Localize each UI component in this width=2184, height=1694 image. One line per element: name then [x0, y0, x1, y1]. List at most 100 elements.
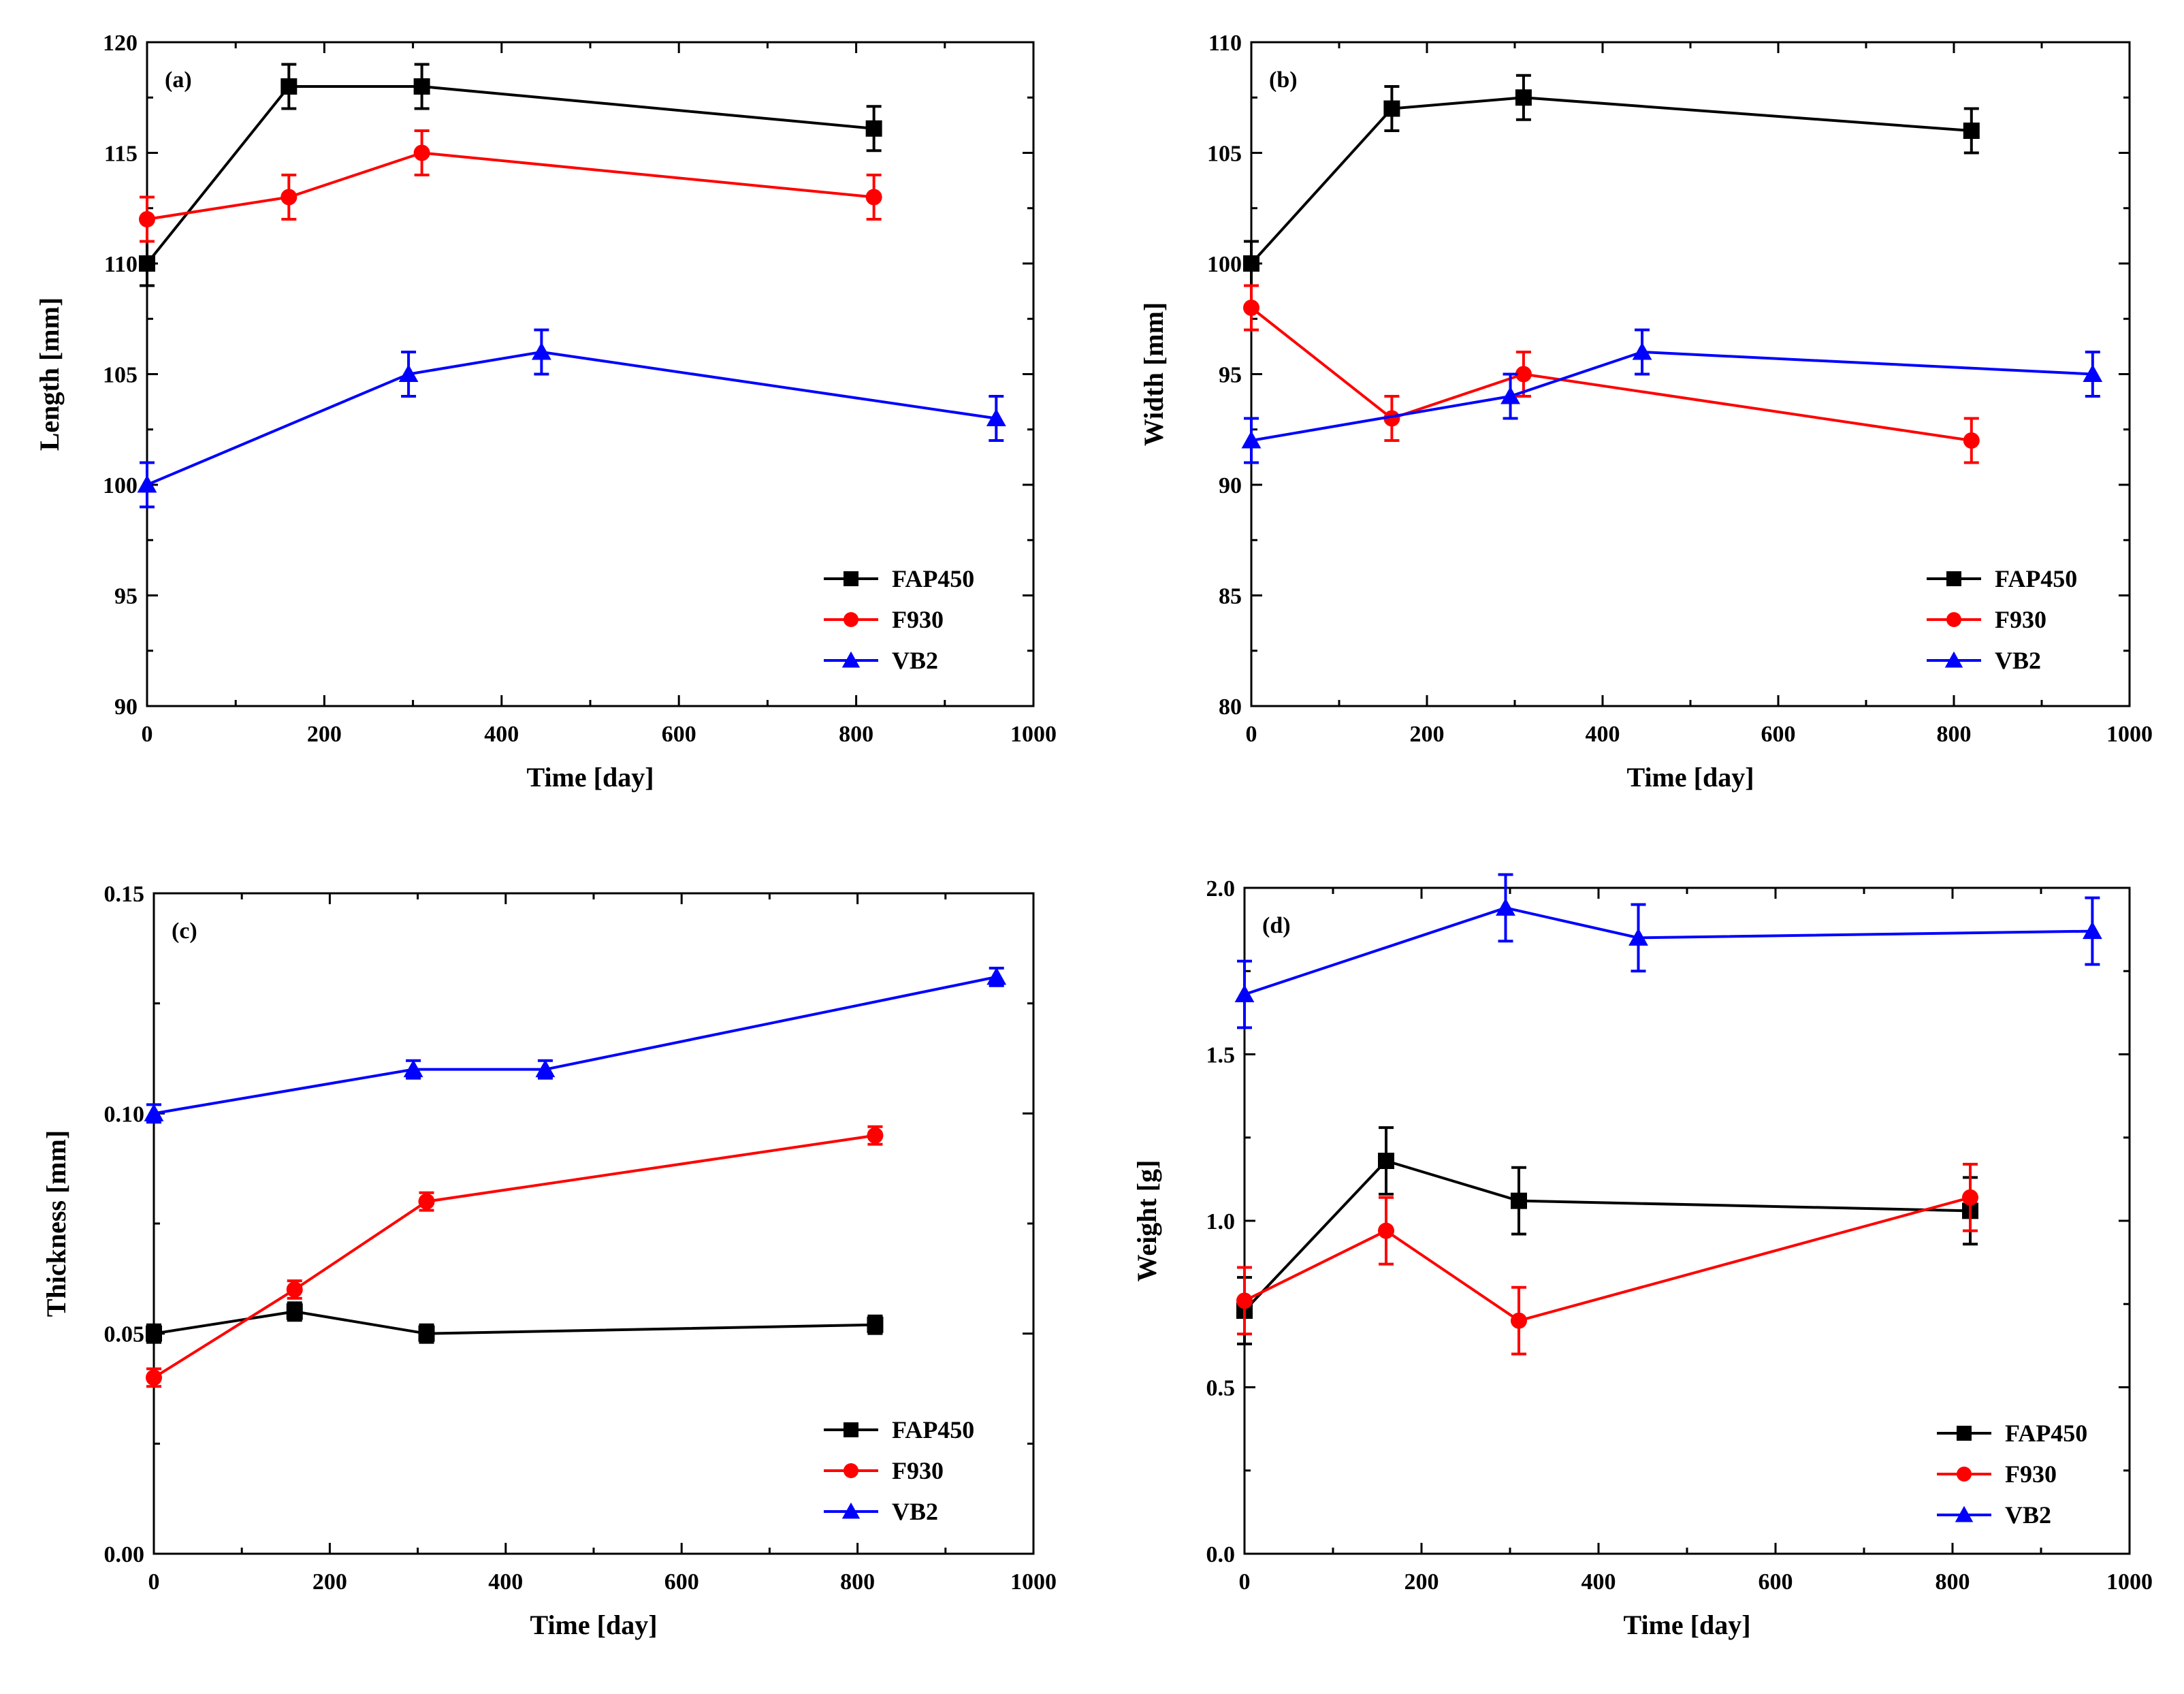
data-point	[398, 364, 419, 383]
data-point	[535, 1059, 556, 1078]
x-tick-label: 0	[1239, 1569, 1251, 1595]
y-tick-label: 0.10	[104, 1102, 145, 1127]
x-tick-label: 0	[1246, 722, 1257, 747]
panel-c: 0 200 400 600 800 1000 0.00 0.05 0.10 0.15 Time [d…	[41, 882, 1057, 1640]
x-tick-label: 1000	[2106, 722, 2153, 747]
data-point	[139, 255, 155, 272]
series-F930	[1243, 284, 1980, 464]
data-point	[1511, 1312, 1527, 1329]
plot-frame	[1243, 886, 2131, 1555]
y-tick-label: 0.15	[104, 882, 145, 907]
data-point	[1500, 386, 1520, 404]
data-point	[1511, 1192, 1527, 1209]
panel-b: 0 200 400 600 800 1000 80 85 90 95 100 105 110 Time […	[1138, 31, 2153, 793]
data-point	[418, 1193, 435, 1210]
data-point	[865, 120, 882, 137]
y-tick-label: 105	[1207, 142, 1242, 167]
data-point	[867, 1127, 884, 1144]
y-axis-title: Length [mm]	[34, 298, 65, 451]
x-tick-label: 200	[312, 1569, 347, 1595]
y-tick-label: 120	[103, 31, 138, 56]
y-tick-label: 90	[1219, 473, 1242, 498]
legend-marker	[844, 1422, 858, 1437]
series-line	[1243, 1159, 1971, 1312]
data-point	[1515, 89, 1532, 106]
data-point	[139, 211, 155, 227]
y-tick-label: 100	[1207, 252, 1242, 277]
legend: FAP450 F930 VB2	[824, 1416, 974, 1525]
data-point	[1963, 432, 1980, 449]
legend-marker	[1955, 1505, 1974, 1522]
x-tick-label: 600	[664, 1569, 699, 1595]
legend-marker	[1944, 651, 1963, 668]
legend: FAP450 F930 VB2	[1937, 1420, 2087, 1529]
y-tick-label: 80	[1219, 694, 1242, 720]
data-point	[1962, 1189, 1978, 1206]
x-tick-label: 1000	[1010, 722, 1057, 747]
series-line	[153, 1310, 876, 1335]
legend-label: F930	[2005, 1460, 2057, 1488]
panel-a: 0 200 400 600 800 1000 90 95 100 105 110 115 120 Time…	[34, 31, 1057, 793]
series-FAP450	[1236, 1126, 1978, 1345]
series-line	[146, 151, 874, 221]
series-line	[146, 350, 997, 486]
x-tick-label: 800	[840, 1569, 875, 1595]
series-line	[1250, 96, 1972, 265]
data-point	[2083, 364, 2103, 383]
legend-marker	[844, 1463, 858, 1478]
data-point	[403, 1059, 423, 1078]
data-point	[280, 78, 298, 95]
legend: FAP450 F930 VB2	[824, 565, 974, 674]
x-tick-label: 400	[1581, 1569, 1616, 1595]
y-tick-label: 0.5	[1206, 1376, 1236, 1401]
series-VB2	[137, 328, 1006, 509]
legend-label: VB2	[892, 647, 938, 674]
x-tick-label: 800	[1936, 1569, 1970, 1595]
data-point	[286, 1281, 303, 1298]
series-line	[152, 1134, 876, 1379]
data-point	[867, 1316, 884, 1333]
data-point	[1628, 927, 1648, 946]
data-point	[1496, 897, 1515, 916]
y-tick-label: 1.0	[1206, 1209, 1236, 1234]
legend-marker	[841, 1502, 861, 1519]
data-point	[531, 342, 551, 360]
series-line	[1244, 1196, 1971, 1322]
data-point	[146, 1325, 162, 1342]
legend-label: FAP450	[2005, 1420, 2087, 1447]
y-tick-label: 85	[1219, 584, 1242, 609]
x-tick-label: 1000	[1010, 1569, 1057, 1595]
panel-label: (c)	[172, 918, 197, 944]
y-tick-label: 0.00	[104, 1542, 145, 1567]
legend-label: VB2	[2005, 1501, 2051, 1529]
legend: FAP450 F930 VB2	[1927, 565, 2077, 674]
x-axis-title: Time [day]	[526, 762, 654, 793]
data-point	[1378, 1152, 1394, 1169]
data-point	[1236, 1292, 1253, 1309]
y-tick-label: 110	[104, 252, 138, 277]
panel-label: (a)	[165, 67, 192, 93]
data-point	[280, 189, 298, 206]
panel-d: 0 200 400 600 800 1000 0.0 0.5 1.0 1.5 2.0 Time [da…	[1131, 873, 2153, 1640]
x-tick-label: 200	[1410, 722, 1445, 747]
data-point	[286, 1303, 303, 1320]
series-FAP450	[139, 63, 882, 287]
y-tick-label: 95	[1219, 363, 1242, 388]
legend-label: F930	[892, 1457, 944, 1484]
x-axis-title: Time [day]	[1623, 1610, 1750, 1640]
y-tick-label: 0.0	[1206, 1542, 1236, 1567]
y-tick-label: 115	[104, 142, 138, 167]
y-axis-title: Width [mm]	[1138, 302, 1169, 446]
y-tick-label: 110	[1208, 31, 1242, 56]
data-point	[144, 1103, 164, 1121]
legend-marker	[841, 651, 861, 668]
data-point	[1515, 366, 1532, 383]
legend-label: VB2	[1995, 647, 2041, 674]
data-point	[1243, 300, 1259, 316]
series-line	[153, 975, 997, 1115]
x-tick-label: 0	[148, 1569, 160, 1595]
y-tick-label: 2.0	[1206, 876, 1236, 901]
data-point	[413, 78, 430, 95]
data-point	[413, 144, 430, 161]
